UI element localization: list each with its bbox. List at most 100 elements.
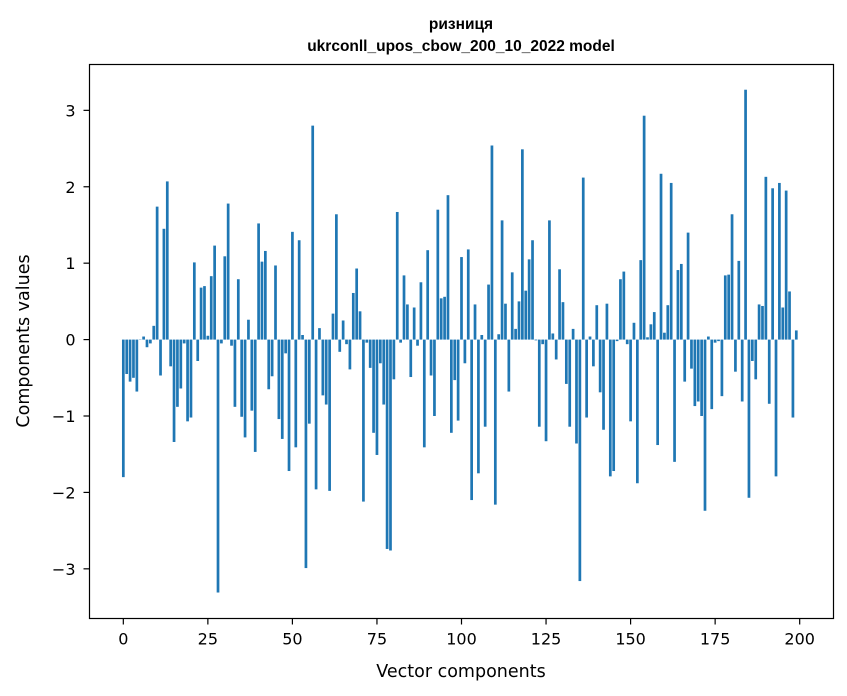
bar-168 (690, 339, 693, 369)
bar-82 (399, 339, 402, 343)
bar-81 (395, 211, 399, 340)
bar-97 (450, 339, 453, 433)
bar-12 (162, 228, 166, 340)
bar-171 (700, 339, 703, 416)
bar-60 (324, 339, 328, 405)
bar-187 (754, 339, 758, 380)
bar-118 (521, 149, 524, 340)
bar-154 (642, 115, 646, 340)
bar-170 (696, 339, 700, 402)
bar-series (121, 89, 798, 593)
bar-75 (375, 339, 379, 455)
bar-177 (720, 339, 724, 397)
bar-117 (517, 301, 521, 340)
bar-113 (504, 303, 507, 340)
plot-frame (88, 63, 835, 620)
bar-64 (338, 339, 342, 352)
bar-108 (487, 284, 490, 340)
bar-180 (730, 214, 734, 340)
x-tick-label: 175 (700, 630, 731, 649)
bar-132 (568, 339, 572, 427)
x-tick-label: 25 (198, 630, 218, 649)
bar-19 (186, 339, 189, 422)
bar-141 (598, 339, 602, 393)
bar-172 (703, 339, 707, 511)
bar-58 (318, 328, 321, 340)
bar-149 (625, 339, 629, 345)
bar-72 (365, 339, 369, 343)
bar-25 (206, 335, 210, 340)
bar-150 (629, 339, 632, 422)
bar-179 (727, 274, 731, 340)
bar-27 (213, 245, 216, 340)
bar-161 (666, 305, 670, 340)
bar-163 (673, 339, 676, 462)
bar-45 (274, 265, 277, 340)
bar-162 (669, 182, 673, 340)
bar-21 (192, 262, 196, 340)
bar-126 (548, 220, 551, 340)
bar-66 (345, 339, 348, 345)
bar-122 (534, 339, 538, 341)
bar-28 (216, 339, 220, 593)
bar-190 (764, 176, 768, 340)
bar-96 (446, 195, 450, 340)
bar-111 (497, 334, 501, 340)
bar-133 (571, 328, 575, 340)
y-axis-label: Components values (14, 254, 34, 427)
x-tick-label: 200 (784, 630, 815, 649)
bar-31 (226, 203, 230, 340)
bar-197 (788, 291, 791, 340)
bar-195 (781, 307, 785, 340)
bar-112 (500, 220, 504, 340)
bar-134 (575, 339, 578, 444)
bar-178 (723, 275, 727, 340)
bar-1 (125, 339, 129, 374)
bar-65 (341, 320, 345, 340)
bar-131 (564, 339, 568, 384)
bar-105 (477, 339, 480, 474)
bar-93 (436, 209, 440, 340)
bar-186 (750, 339, 754, 361)
bar-13 (165, 181, 169, 340)
bar-57 (314, 339, 318, 490)
bar-128 (554, 339, 558, 360)
bar-8 (149, 339, 152, 344)
bar-44 (270, 339, 274, 377)
bar-17 (179, 339, 183, 389)
bar-40 (257, 223, 260, 340)
bar-42 (264, 250, 267, 340)
bar-137 (585, 339, 588, 418)
bar-16 (176, 339, 179, 407)
x-tick-label: 100 (446, 630, 477, 649)
bar-55 (307, 339, 311, 424)
bar-148 (622, 271, 626, 340)
bar-114 (507, 339, 511, 392)
bar-124 (541, 339, 545, 345)
bar-185 (747, 339, 751, 498)
bar-138 (588, 336, 592, 340)
bar-61 (328, 339, 331, 491)
bar-46 (277, 339, 281, 420)
bar-107 (483, 339, 487, 427)
bar-20 (189, 339, 193, 418)
bar-30 (223, 256, 227, 340)
bar-92 (433, 339, 436, 416)
bar-15 (172, 339, 176, 442)
bar-90 (426, 250, 430, 340)
bar-176 (717, 339, 720, 342)
bar-56 (311, 125, 315, 340)
x-axis-ticks: 0 25 50 75 100 125 150 175 200 (118, 618, 815, 649)
bar-49 (287, 339, 291, 472)
bar-109 (490, 145, 494, 340)
bar-24 (203, 286, 206, 340)
bar-67 (348, 339, 352, 370)
bar-106 (480, 335, 484, 340)
bar-98 (453, 339, 457, 381)
bar-100 (460, 257, 463, 340)
bar-0 (121, 339, 125, 478)
bar-26 (209, 276, 213, 340)
y-tick-label: −3 (52, 560, 76, 579)
bar-41 (260, 261, 264, 340)
